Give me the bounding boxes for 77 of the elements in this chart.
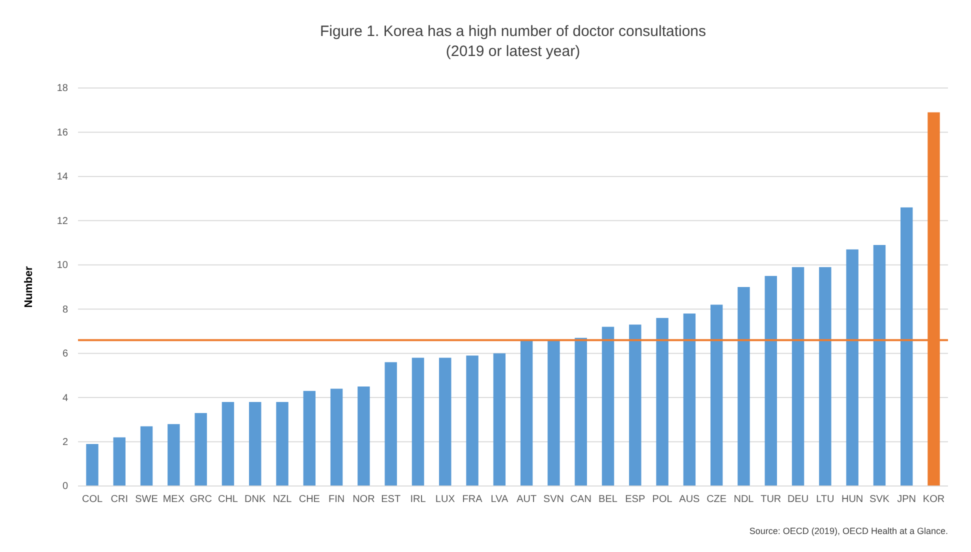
bar — [493, 353, 506, 486]
bar — [764, 276, 777, 486]
x-tick-label: CZE — [706, 494, 727, 505]
bar — [412, 358, 424, 486]
bar — [358, 386, 370, 486]
x-tick-label: GRC — [190, 494, 212, 505]
x-tick-label: LVA — [490, 494, 508, 505]
bar — [738, 287, 750, 486]
x-tick-label: IRL — [410, 494, 426, 505]
x-tick-label: NOR — [352, 494, 375, 505]
bar — [113, 437, 126, 486]
x-tick-label: TUR — [760, 494, 782, 505]
y-axis-title: Number — [23, 266, 35, 308]
bar — [683, 314, 696, 486]
y-tick-label: 2 — [62, 436, 68, 448]
bar — [873, 244, 886, 486]
bar — [656, 318, 668, 486]
bar — [819, 267, 832, 486]
x-tick-label: SVK — [869, 494, 890, 505]
chart-title: Figure 1. Korea has a high number of doctor consultations — [320, 23, 706, 40]
x-tick-label: COL — [82, 494, 103, 505]
x-tick-label: KOR — [922, 494, 945, 505]
x-tick-label: SVN — [543, 494, 564, 505]
bar — [330, 388, 343, 486]
x-tick-label: NDL — [734, 494, 754, 505]
x-tick-label: BEL — [598, 494, 618, 505]
x-tick-label: AUT — [516, 494, 537, 505]
bar — [520, 340, 533, 486]
bar — [194, 413, 207, 486]
x-tick-label: MEX — [162, 494, 185, 505]
y-tick-label: 18 — [56, 83, 68, 94]
y-tick-label: 16 — [56, 127, 68, 138]
x-tick-label: LUX — [435, 494, 456, 505]
y-tick-label: 4 — [62, 392, 68, 404]
bar — [710, 304, 723, 486]
x-tick-label: NZL — [272, 494, 292, 505]
bar — [384, 362, 397, 486]
bar — [86, 444, 98, 486]
bar — [900, 207, 913, 486]
x-tick-label: CAN — [570, 494, 592, 505]
y-tick-label: 10 — [56, 260, 68, 272]
bar — [140, 426, 153, 486]
x-tick-label: FIN — [328, 494, 345, 505]
bar — [466, 356, 478, 486]
bar — [574, 338, 587, 486]
bar — [439, 358, 452, 486]
x-tick-label: LTU — [816, 494, 834, 505]
y-tick-label: 14 — [56, 172, 68, 183]
bar — [222, 402, 234, 486]
y-tick-label: 6 — [62, 348, 68, 360]
y-tick-label: 0 — [62, 481, 68, 492]
bar — [276, 402, 288, 486]
x-tick-label: DNK — [244, 494, 266, 505]
x-tick-label: JPN — [897, 494, 916, 505]
bar — [602, 326, 614, 486]
bar — [792, 267, 804, 486]
chart-subtitle: (2019 or latest year) — [446, 43, 580, 60]
x-tick-label: HUN — [841, 494, 864, 505]
x-tick-label: FRA — [462, 494, 483, 505]
x-tick-label: CHL — [218, 494, 238, 505]
bar — [168, 424, 180, 486]
bar — [303, 390, 316, 486]
x-tick-label: SWE — [135, 494, 158, 505]
x-tick-label: ESP — [625, 494, 646, 505]
x-tick-label: CRI — [110, 494, 128, 505]
bar — [846, 249, 858, 486]
bar — [629, 324, 642, 486]
x-tick-label: EST — [381, 494, 401, 505]
x-tick-label: CHE — [298, 494, 320, 505]
y-tick-label: 12 — [56, 216, 68, 227]
bar — [548, 340, 560, 486]
x-tick-label: DEU — [787, 494, 809, 505]
bar — [249, 402, 262, 486]
x-tick-label: AUS — [679, 494, 700, 505]
y-tick-label: 8 — [62, 304, 68, 316]
x-tick-label: POL — [652, 494, 673, 505]
source-note: Source: OECD (2019), OECD Health at a Glance. — [749, 526, 948, 536]
